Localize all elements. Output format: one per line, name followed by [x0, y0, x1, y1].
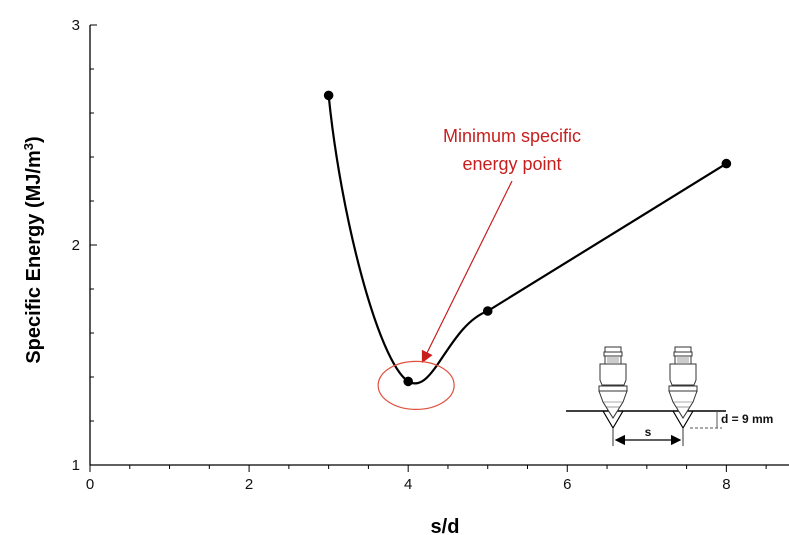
annotation-text-line-1: Minimum specific: [443, 126, 581, 146]
y-axis-title-superscript: 3: [21, 143, 36, 150]
spacing-label: s: [645, 425, 652, 439]
x-axis-title: s/d: [431, 516, 460, 535]
series-layer: [323, 90, 732, 387]
y-tick-label: 1: [72, 457, 80, 474]
y-axis-ticks: 1 2 3: [72, 17, 97, 474]
y-axis-title-main: Specific Energy (MJ/m: [23, 150, 45, 363]
minimum-highlight-ellipse: [377, 360, 455, 410]
y-tick-label: 2: [72, 237, 80, 254]
series-line: [327, 95, 727, 385]
y-axis-title-tail: ): [23, 136, 45, 143]
nozzle-right: [668, 346, 698, 430]
x-tick-label: 0: [86, 476, 94, 493]
annotation-text-line-2: energy point: [462, 154, 561, 174]
x-tick-label: 2: [245, 476, 253, 493]
data-point: [403, 376, 413, 387]
nozzle-left: [598, 346, 628, 430]
x-tick-label: 6: [563, 476, 571, 493]
data-point: [721, 158, 732, 169]
annotation-arrow: [421, 180, 513, 364]
x-axis-ticks: 0 2 4 6 8: [86, 465, 767, 493]
minimum-annotation: Minimum specific energy point: [377, 126, 581, 410]
data-point: [482, 306, 493, 316]
y-tick-label: 3: [72, 17, 80, 34]
y-axis-title: Specific Energy (MJ/m3): [21, 136, 45, 363]
x-tick-label: 8: [722, 476, 730, 493]
x-tick-label: 4: [404, 476, 412, 493]
data-point: [323, 90, 334, 101]
nozzle-spacing-schematic: s d = 9 mm: [566, 346, 773, 446]
depth-label: d = 9 mm: [721, 412, 773, 426]
